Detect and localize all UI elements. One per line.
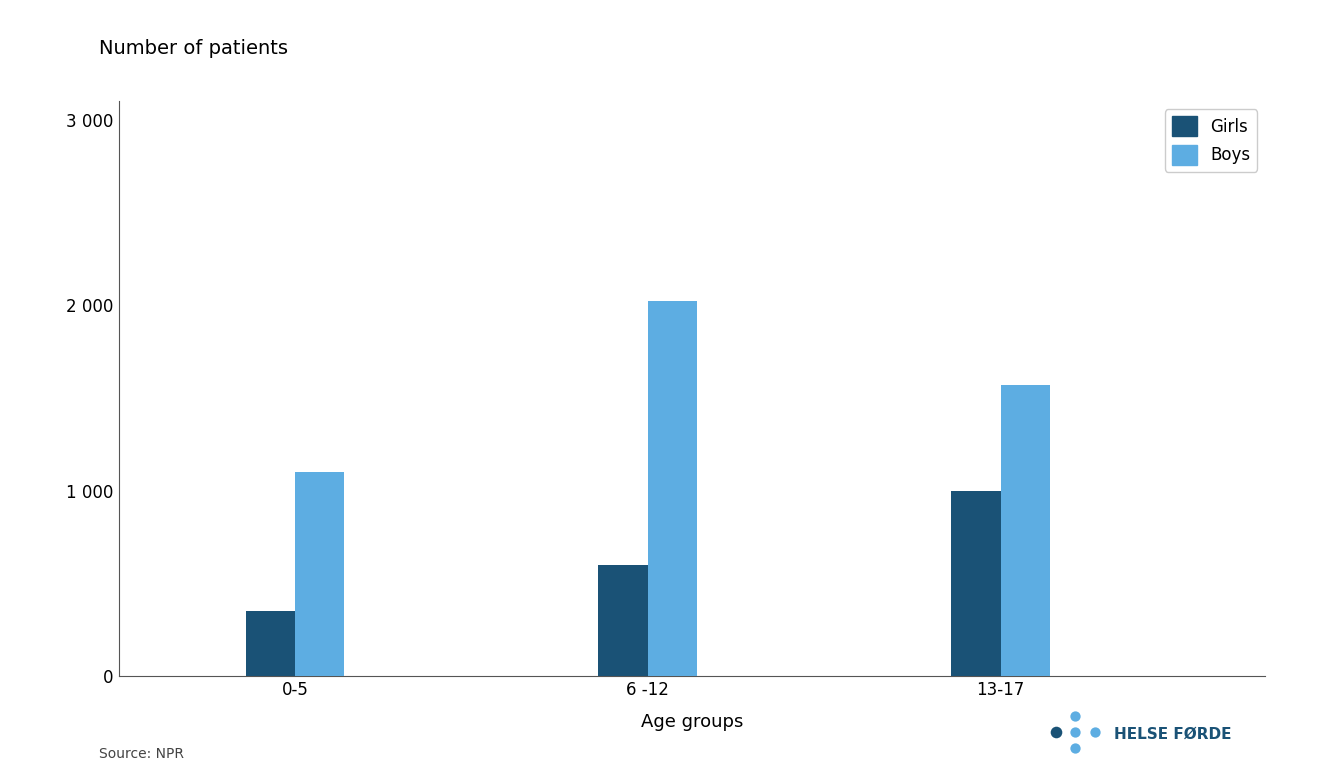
Bar (245, 611, 295, 676)
Bar (648, 301, 697, 676)
Legend: Girls, Boys: Girls, Boys (1165, 110, 1257, 172)
Text: Number of patients: Number of patients (99, 39, 287, 57)
Bar (952, 490, 1000, 676)
Point (1045, 726, 1066, 738)
Bar (598, 565, 648, 676)
Point (1065, 726, 1086, 738)
X-axis label: Age groups: Age groups (641, 713, 743, 730)
Point (1085, 726, 1106, 738)
Bar (1000, 385, 1050, 676)
Point (1065, 710, 1086, 723)
Bar (295, 472, 344, 676)
Text: Source: NPR: Source: NPR (99, 747, 183, 761)
Text: HELSE FØRDE: HELSE FØRDE (1114, 726, 1231, 742)
Point (1065, 742, 1086, 754)
